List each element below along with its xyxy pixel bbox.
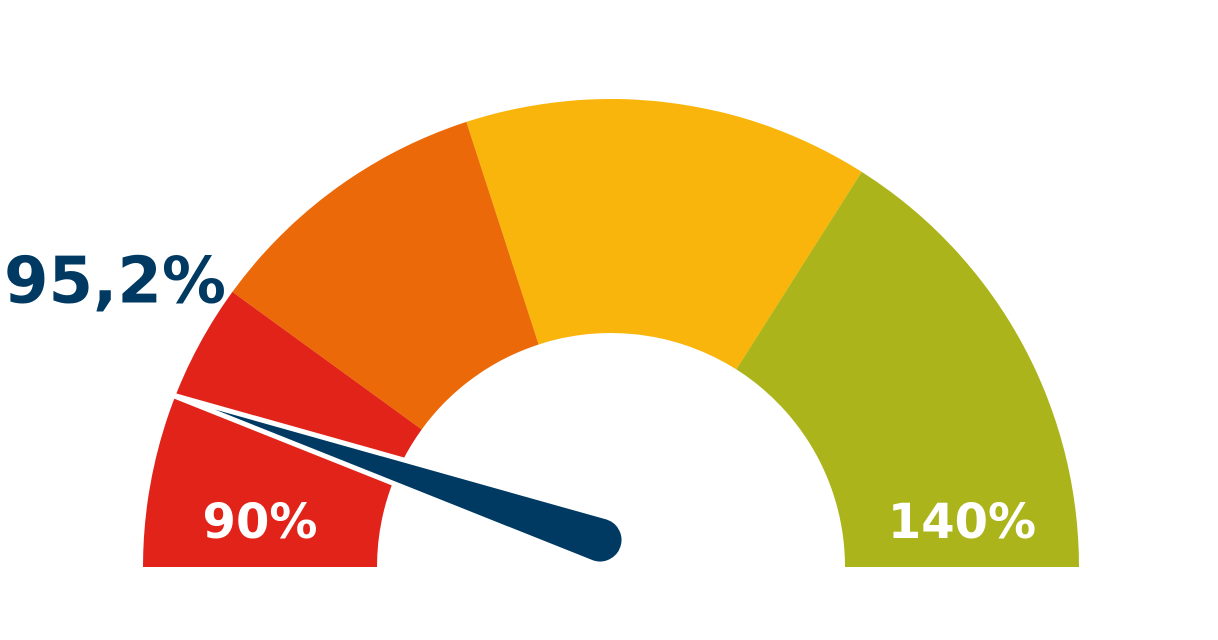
value-label: 95,2% (4, 245, 226, 319)
needle (167, 391, 627, 567)
gauge-band (736, 171, 1079, 567)
tick-label: 140% (888, 494, 1036, 550)
gauge-band (232, 121, 539, 430)
tick-label: 90% (203, 494, 318, 550)
gauge-band (466, 98, 862, 370)
